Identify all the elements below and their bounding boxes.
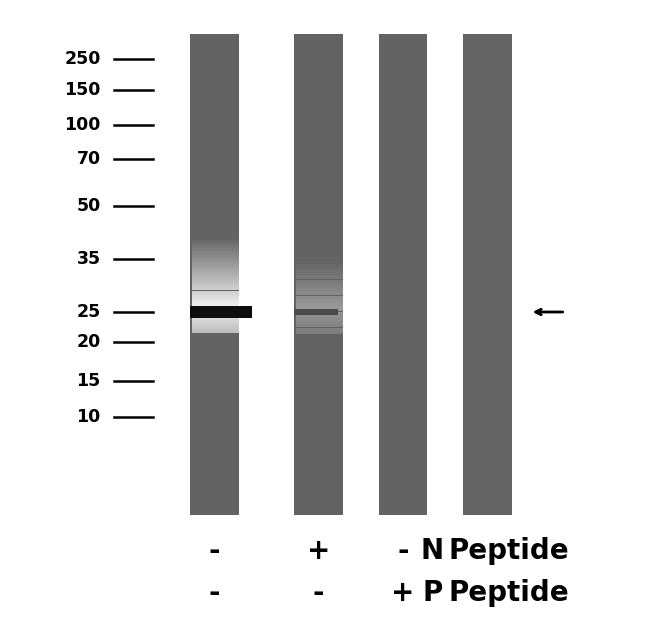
Bar [296, 318, 343, 321]
Text: 15: 15 [77, 372, 101, 389]
Bar [192, 299, 263, 301]
Bar [192, 248, 263, 250]
Bar [296, 324, 343, 328]
Bar [296, 283, 343, 286]
Bar [192, 270, 263, 271]
Text: 100: 100 [64, 116, 101, 134]
Bar [296, 308, 343, 311]
Text: 35: 35 [77, 250, 101, 268]
Bar [192, 276, 263, 278]
Bar [192, 265, 263, 267]
Bar [192, 240, 263, 242]
Bar [294, 34, 343, 515]
Bar [192, 263, 263, 265]
Bar [192, 261, 263, 263]
Bar [192, 326, 263, 329]
Bar [296, 302, 343, 305]
Text: 25: 25 [77, 303, 101, 321]
Bar [296, 314, 343, 318]
Bar [190, 34, 239, 515]
Text: 20: 20 [77, 333, 101, 351]
Bar [192, 259, 263, 261]
Text: -: - [209, 579, 220, 607]
Bar [463, 34, 512, 515]
Bar [192, 267, 263, 270]
Bar [192, 286, 263, 288]
Bar [192, 308, 263, 310]
Bar [192, 303, 263, 305]
Bar [378, 34, 428, 515]
Text: P: P [422, 579, 443, 607]
Text: +: + [391, 579, 415, 607]
Bar [192, 295, 263, 297]
Text: 250: 250 [64, 51, 101, 68]
Text: -: - [209, 537, 220, 565]
Bar [296, 263, 343, 266]
Bar [296, 292, 343, 295]
Bar [192, 316, 263, 318]
Bar [296, 286, 343, 289]
Bar [192, 282, 263, 284]
Bar [296, 276, 343, 280]
Text: 10: 10 [77, 408, 101, 426]
Bar [192, 253, 263, 255]
Bar [296, 257, 343, 260]
Bar [296, 270, 343, 273]
Bar [192, 238, 263, 240]
Bar [296, 280, 343, 283]
Text: Peptide: Peptide [448, 537, 569, 565]
Bar [296, 260, 343, 263]
Bar [192, 310, 263, 311]
Bar [192, 324, 263, 326]
Bar [192, 291, 263, 293]
Bar [192, 329, 263, 331]
Bar [296, 331, 343, 334]
Text: -: - [313, 579, 324, 607]
Bar [192, 288, 263, 291]
Bar [192, 246, 263, 248]
Bar [296, 296, 343, 299]
Text: N: N [421, 537, 444, 565]
Bar [192, 318, 263, 320]
Bar [192, 278, 263, 280]
Text: -: - [397, 537, 409, 565]
Bar [294, 309, 338, 315]
Bar [192, 293, 263, 295]
Bar [192, 242, 263, 244]
Bar [192, 305, 263, 308]
Bar [192, 250, 263, 253]
Bar [296, 305, 343, 308]
Bar [296, 311, 343, 314]
Bar [192, 322, 263, 324]
Text: 150: 150 [64, 82, 101, 99]
Bar [192, 331, 263, 333]
Text: +: + [307, 537, 330, 565]
Bar [192, 314, 263, 316]
Bar [296, 273, 343, 276]
Bar [192, 255, 263, 256]
Text: 70: 70 [77, 150, 101, 168]
Bar [296, 299, 343, 302]
Bar [192, 271, 263, 273]
Text: 50: 50 [77, 197, 101, 215]
Bar [192, 284, 263, 286]
Bar [192, 311, 263, 314]
Bar [192, 273, 263, 276]
Bar [192, 301, 263, 303]
Bar [296, 266, 343, 270]
Bar [296, 321, 343, 324]
Bar [192, 297, 263, 299]
Bar [190, 306, 252, 318]
Bar [296, 328, 343, 331]
Bar [192, 280, 263, 282]
Bar [296, 289, 343, 292]
Bar [192, 244, 263, 246]
Text: Peptide: Peptide [448, 579, 569, 607]
Bar [192, 256, 263, 259]
Bar [192, 320, 263, 322]
